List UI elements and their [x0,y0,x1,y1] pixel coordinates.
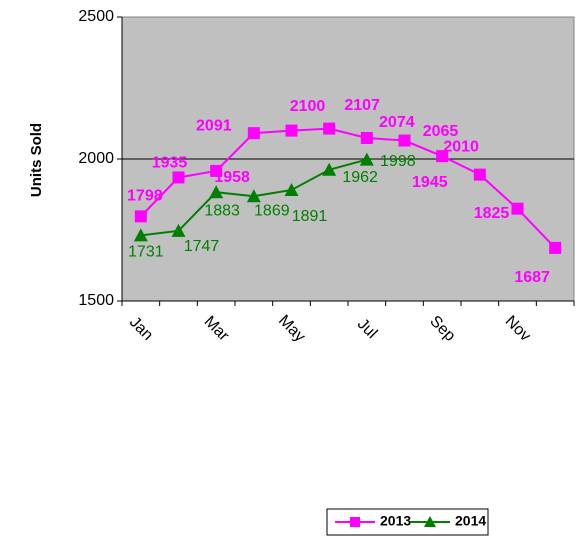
data-label: 1798 [127,188,163,205]
marker [210,164,223,177]
data-label: 1747 [184,238,220,255]
marker [285,124,298,137]
x-tick-label: May [275,312,308,345]
data-label: 1687 [514,269,550,286]
data-label: 2107 [344,97,380,114]
data-label: 2091 [196,117,232,134]
marker [350,517,360,527]
marker [246,189,261,203]
marker [172,171,185,184]
marker [247,127,260,140]
data-label: 1962 [342,169,378,186]
data-label: 1891 [292,208,328,225]
marker [322,162,337,176]
marker [436,150,449,163]
x-tick-label: Nov [502,313,534,345]
series-line [140,127,556,249]
data-label: 1945 [412,174,448,191]
data-label: 2065 [423,123,459,140]
x-tick-label: Mar [201,313,233,345]
data-label: 2010 [443,138,479,155]
marker [360,131,373,144]
y-tick-label: 2000 [78,150,114,167]
x-tick-label: Jan [126,314,156,344]
marker [398,134,411,147]
marker [323,122,336,135]
data-label: 1883 [204,202,240,219]
x-tick-label: Jul [354,316,380,342]
marker [511,202,524,215]
data-label: 2074 [379,114,415,131]
data-label: 1869 [254,202,290,219]
data-label: 2100 [290,98,326,115]
marker [133,228,148,242]
legend-label: 2014 [455,513,486,529]
marker [209,185,224,199]
data-label: 1731 [128,244,164,261]
marker [171,223,186,237]
marker [549,241,562,254]
marker [359,152,374,166]
marker [473,168,486,181]
data-label: 1825 [474,205,510,222]
data-label: 1998 [380,153,416,170]
legend-label: 2013 [380,513,411,529]
x-tick-label: Sep [426,313,458,345]
marker [284,182,299,196]
data-label: 1935 [152,155,188,172]
marker [424,516,436,527]
data-label: 1958 [214,169,250,186]
y-tick-label: 2500 [78,8,114,25]
marker [134,210,147,223]
y-tick-label: 1500 [78,292,114,309]
y-axis-label: Units Sold [28,123,45,197]
